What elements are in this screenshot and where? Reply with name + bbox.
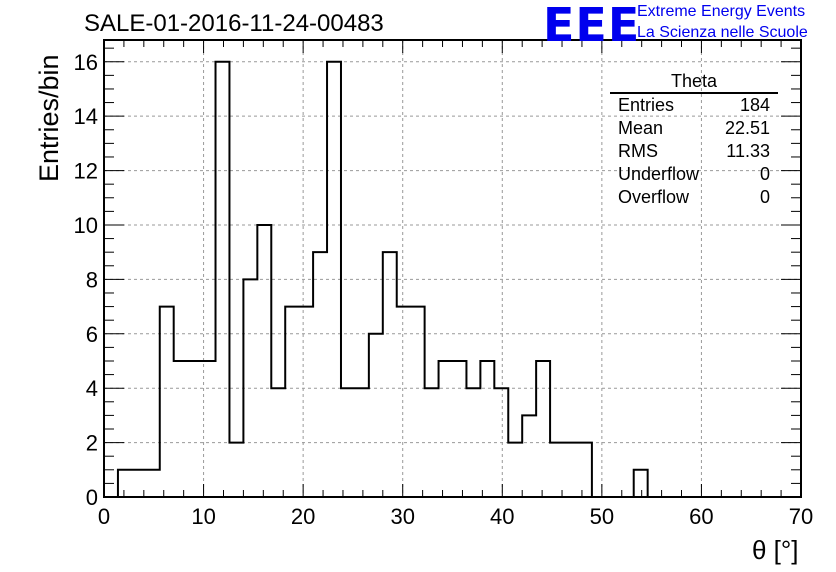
y-tick-label: 16 [74,50,98,75]
stats-row-rms: RMS 11.33 [610,140,778,163]
y-tick-label: 0 [86,485,98,510]
stats-row-entries: Entries 184 [610,94,778,117]
histogram-bin [229,443,243,497]
histogram-bin [160,307,174,497]
stats-label: Mean [618,118,664,138]
histogram-bin [397,307,411,497]
histogram-bin [369,334,383,497]
stats-value: 0 [759,187,770,207]
eee-logo-mark: EEE [543,0,641,52]
x-tick-label: 60 [689,504,713,529]
histogram-bin [118,470,132,497]
stats-value: 0 [759,164,770,184]
histogram-bin [411,307,425,497]
histogram-bin [508,443,522,497]
stats-label: Entries [618,95,675,115]
plot-frame [103,39,802,498]
histogram-bin [313,252,327,497]
y-tick-label: 10 [74,213,98,238]
x-tick-label: 40 [490,504,514,529]
histogram-bin [522,415,536,497]
y-tick-label: 14 [74,104,98,129]
stats-value: 184 [739,95,770,115]
histogram-bin [564,443,578,497]
stats-label: RMS [618,141,658,161]
logo-line-2: La Scienza nelle Scuole [637,24,808,41]
histogram-bin [634,470,648,497]
y-axis-label: Entries/bin [34,54,64,182]
histogram-bin [578,443,592,497]
stats-label: Overflow [618,187,690,207]
stats-title: Theta [610,70,778,94]
stats-label: Underflow [618,164,700,184]
x-tick-label: 20 [291,504,315,529]
x-tick-label: 0 [98,504,110,529]
stats-row-mean: Mean 22.51 [610,117,778,140]
histogram-bin [299,307,313,497]
histogram-bin [439,361,453,497]
histogram-bin [188,361,202,497]
histogram-bin [550,443,564,497]
y-axis-label-wrap: Entries/bin [8,54,64,182]
histogram-bin [453,361,467,497]
histogram-bin [146,470,160,497]
stats-value: 22.51 [724,118,770,138]
x-tick-label: 10 [191,504,215,529]
chart-title: SALE-01-2016-11-24-00483 [84,10,384,37]
x-axis-label: θ [°] [752,535,799,565]
stats-box: Theta Entries 184 Mean 22.51 RMS 11.33 U… [610,70,778,209]
stats-row-overflow: Overflow 0 [610,186,778,209]
histogram-series [116,60,649,498]
y-tick-label: 6 [86,322,98,347]
histogram-bin [383,252,397,497]
y-tick-label: 8 [86,267,98,292]
y-tick-label: 12 [74,159,98,184]
histogram-bin [536,361,550,497]
x-tick-label: 70 [789,504,813,529]
histogram-bin [202,361,216,497]
logo-line-1: Extreme Energy Events [637,3,806,20]
histogram-bin [480,361,494,497]
histogram-bin [285,307,299,497]
x-tick-label: 30 [390,504,414,529]
x-tick-label: 50 [590,504,614,529]
histogram-bin [216,62,230,497]
y-tick-label: 2 [86,431,98,456]
histogram-bin [174,361,188,497]
stats-row-underflow: Underflow 0 [610,163,778,186]
y-tick-label: 4 [86,376,98,401]
stats-value: 11.33 [726,141,770,161]
histogram-bin [257,225,271,497]
